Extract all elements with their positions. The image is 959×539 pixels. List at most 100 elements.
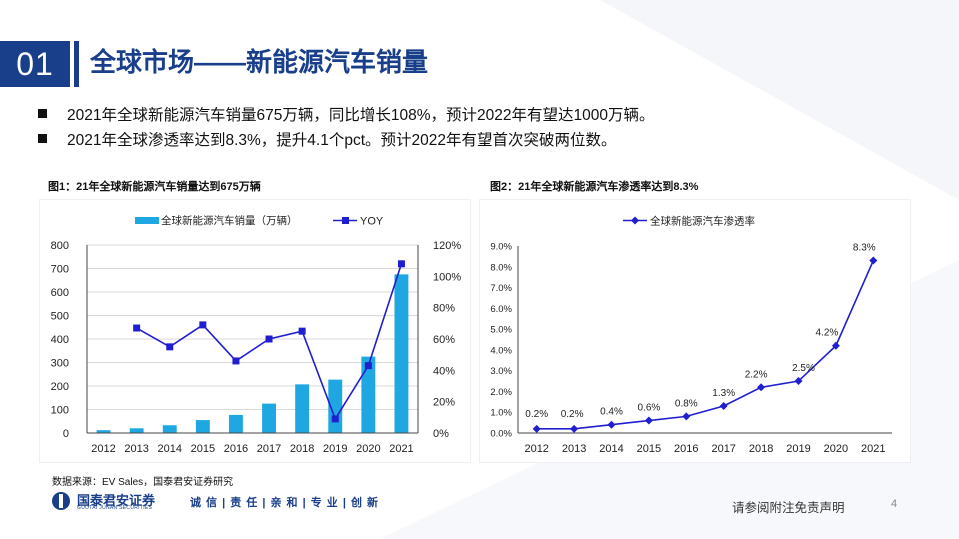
sales-bar bbox=[228, 414, 243, 433]
yoy-point bbox=[133, 324, 141, 332]
x-tick-label: 2018 bbox=[749, 443, 773, 455]
yoy-point bbox=[331, 415, 339, 423]
yoy-point bbox=[298, 327, 306, 335]
penetration-line bbox=[536, 260, 875, 430]
penetration-point bbox=[831, 341, 840, 350]
y-right-tick-label: 120% bbox=[433, 240, 461, 252]
x-tick-label: 2013 bbox=[124, 443, 148, 455]
sales-bar bbox=[262, 403, 277, 433]
page-title: 全球市场——新能源汽车销量 bbox=[90, 47, 429, 77]
figure-1-caption: 图1：21年全球新能源汽车销量达到675万辆 bbox=[48, 181, 261, 193]
y-tick-label: 1.0% bbox=[490, 408, 512, 419]
sales-bar bbox=[361, 356, 376, 433]
data-label: 0.2% bbox=[525, 409, 548, 420]
x-tick-label: 2012 bbox=[524, 443, 548, 455]
figure-2-caption: 图2：21年全球新能源汽车渗透率达到8.3% bbox=[490, 181, 699, 193]
logo-text-cn: 国泰君安证券 bbox=[77, 493, 156, 508]
bullet-item: 2021年全球新能源汽车销量675万辆，同比增长108%，预计2022年有望达1… bbox=[38, 106, 654, 126]
penetration-point bbox=[644, 416, 653, 425]
yoy-point bbox=[232, 357, 240, 365]
y-tick-label: 3.0% bbox=[490, 366, 512, 377]
penetration-point bbox=[869, 256, 878, 265]
y-right-tick-label: 100% bbox=[433, 271, 461, 283]
y-left-tick-label: 200 bbox=[51, 381, 69, 393]
legend-sales-label: 全球新能源汽车销量（万辆） bbox=[161, 214, 298, 227]
logo-text-en: GUOTAI JUNAN SECURITIES bbox=[77, 505, 153, 511]
y-left-tick-label: 100 bbox=[51, 405, 69, 417]
x-tick-label: 2012 bbox=[91, 443, 115, 455]
sales-chart: 0 100 200 300 400 500 600 700 800 0% 20% 40% 60% 80% 1… bbox=[51, 214, 462, 455]
y-left-tick-label: 300 bbox=[51, 358, 69, 370]
sales-bar bbox=[162, 425, 177, 433]
sales-bar bbox=[394, 274, 409, 433]
x-tick-label: 2021 bbox=[861, 443, 885, 455]
y-tick-label: 5.0% bbox=[490, 325, 512, 336]
legend-yoy-marker bbox=[342, 217, 349, 224]
y-right-tick-label: 0% bbox=[433, 428, 449, 440]
x-tick-label: 2017 bbox=[257, 443, 281, 455]
x-tick-label: 2019 bbox=[323, 443, 347, 455]
bullet-text: 2021年全球渗透率达到8.3%，提升4.1个pct。预计2022年有望首次突破… bbox=[67, 132, 617, 149]
yoy-point bbox=[166, 343, 174, 351]
y-tick-label: 6.0% bbox=[490, 304, 512, 315]
data-label: 0.4% bbox=[600, 407, 623, 418]
data-label: 1.3% bbox=[712, 388, 735, 399]
section-divider bbox=[74, 41, 79, 87]
data-source: 数据来源：EV Sales，国泰君安证券研究 bbox=[52, 477, 234, 488]
legend-label: 全球新能源汽车渗透率 bbox=[650, 215, 755, 228]
y-tick-label: 0.0% bbox=[490, 429, 512, 440]
y-left-tick-label: 700 bbox=[51, 264, 69, 276]
disclaimer-link[interactable]: 请参阅附注免责声明 bbox=[732, 501, 845, 515]
penetration-chart-panel: 0.0% 1.0% 2.0% 3.0% 4.0% 5.0% 6.0% 7.0% 8.0% 9.0%… bbox=[480, 200, 910, 462]
sales-bar bbox=[96, 430, 111, 433]
yoy-point bbox=[364, 362, 372, 370]
penetration-chart: 0.0% 1.0% 2.0% 3.0% 4.0% 5.0% 6.0% 7.0% 8.0% 9.0%… bbox=[490, 215, 892, 455]
bullet-item: 2021年全球渗透率达到8.3%，提升4.1个pct。预计2022年有望首次突破… bbox=[38, 131, 617, 151]
yoy-point bbox=[397, 260, 405, 268]
penetration-point bbox=[607, 420, 616, 429]
data-label: 2.5% bbox=[792, 363, 815, 374]
section-number: 01 bbox=[0, 41, 70, 87]
legend-yoy-label: YOY bbox=[360, 216, 384, 228]
company-logo: 国泰君安证券 GUOTAI JUNAN SECURITIES bbox=[50, 490, 200, 512]
x-tick-label: 2017 bbox=[711, 443, 735, 455]
y-right-tick-label: 60% bbox=[433, 334, 455, 346]
y-tick-label: 8.0% bbox=[490, 262, 512, 273]
x-tick-label: 2016 bbox=[674, 443, 698, 455]
y-right-tick-label: 20% bbox=[433, 397, 455, 409]
data-label: 4.2% bbox=[816, 328, 839, 339]
y-right-tick-label: 40% bbox=[433, 365, 455, 377]
y-left-tick-label: 500 bbox=[51, 311, 69, 323]
y-tick-label: 4.0% bbox=[490, 345, 512, 356]
sales-bar bbox=[295, 384, 310, 433]
x-tick-label: 2020 bbox=[824, 443, 848, 455]
sales-bar bbox=[195, 420, 210, 433]
x-tick-label: 2013 bbox=[562, 443, 586, 455]
penetration-point bbox=[570, 424, 579, 433]
penetration-point bbox=[719, 401, 728, 410]
penetration-point bbox=[794, 377, 803, 386]
x-tick-label: 2019 bbox=[786, 443, 810, 455]
x-tick-label: 2015 bbox=[191, 443, 215, 455]
sales-bar bbox=[129, 428, 144, 433]
y-left-tick-label: 0 bbox=[63, 428, 69, 440]
y-left-tick-label: 600 bbox=[51, 287, 69, 299]
penetration-point bbox=[532, 424, 541, 433]
page-number: 4 bbox=[891, 498, 898, 510]
x-tick-label: 2014 bbox=[158, 443, 182, 455]
bullet-text: 2021年全球新能源汽车销量675万辆，同比增长108%，预计2022年有望达1… bbox=[67, 107, 655, 124]
x-tick-label: 2015 bbox=[637, 443, 661, 455]
y-tick-label: 2.0% bbox=[490, 387, 512, 398]
x-tick-label: 2020 bbox=[356, 443, 380, 455]
y-right-tick-label: 80% bbox=[433, 303, 455, 315]
legend-marker bbox=[631, 216, 639, 225]
x-tick-label: 2014 bbox=[599, 443, 623, 455]
bullet-square-icon bbox=[38, 134, 47, 143]
data-label: 2.2% bbox=[745, 369, 768, 380]
legend-sales-swatch bbox=[135, 217, 159, 224]
data-label: 0.2% bbox=[561, 409, 584, 420]
data-label: 8.3% bbox=[853, 243, 876, 254]
company-logo-icon bbox=[52, 492, 70, 510]
y-left-tick-label: 400 bbox=[51, 334, 69, 346]
x-tick-label: 2021 bbox=[389, 443, 413, 455]
